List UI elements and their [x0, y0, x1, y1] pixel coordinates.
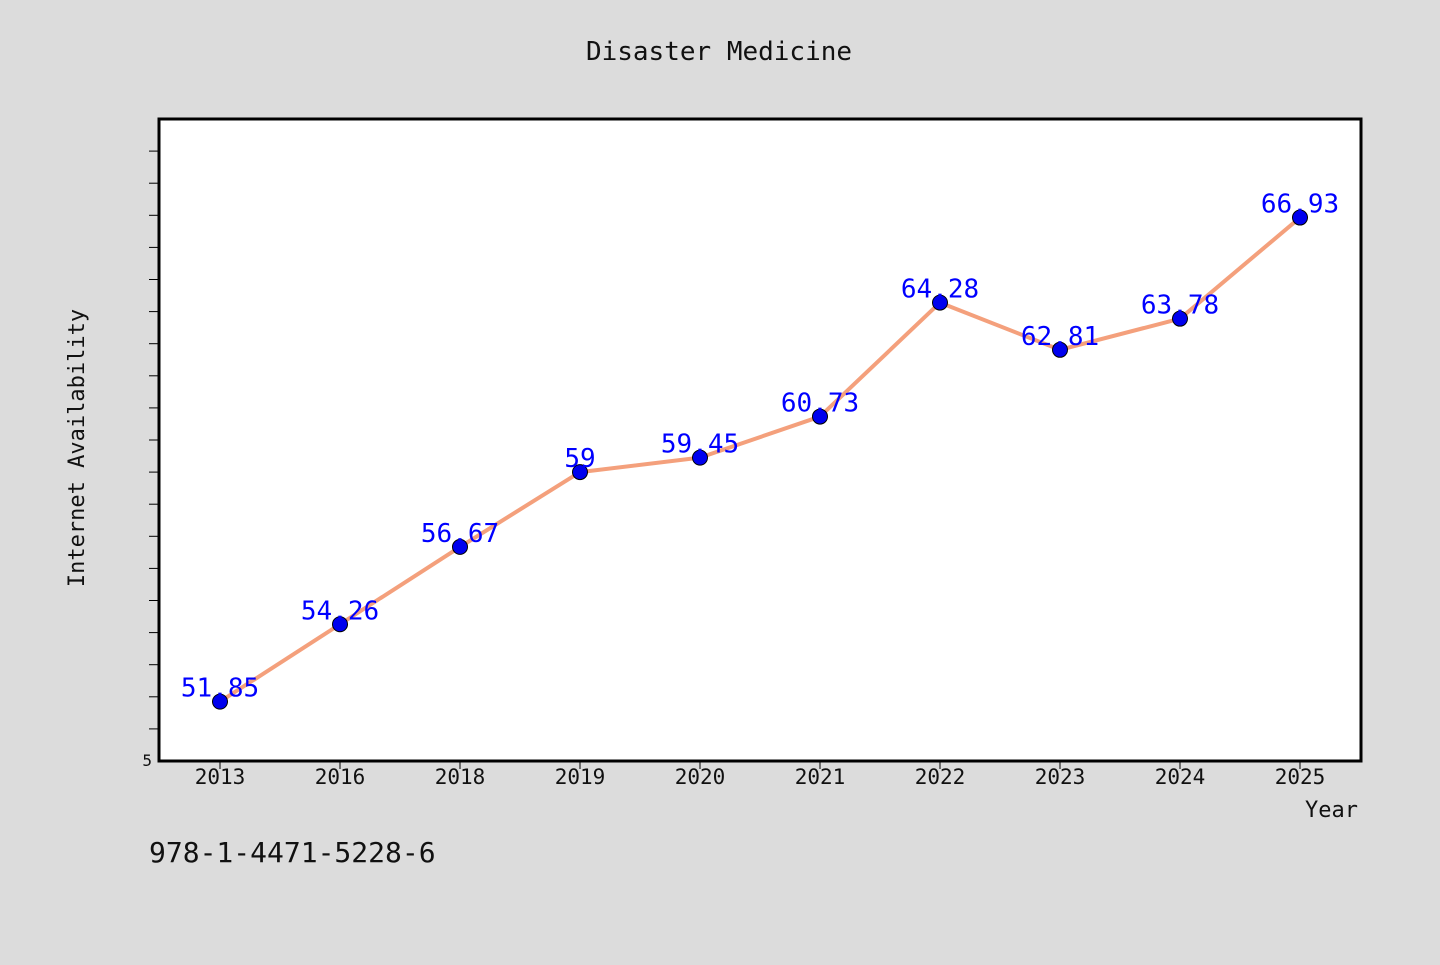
data-point: [212, 693, 228, 710]
data-point: [572, 464, 588, 481]
data-label: 60.73: [781, 389, 859, 419]
data-point: [452, 538, 468, 555]
x-tick-label: 2025: [1275, 765, 1326, 789]
data-label: 59: [564, 444, 595, 474]
data-label: 64.28: [901, 275, 979, 305]
data-label: 54.26: [301, 596, 379, 626]
y-axis-ticks: [149, 150, 159, 730]
data-point: [812, 408, 828, 425]
data-points: [212, 209, 1308, 710]
data-label: 66.93: [1261, 190, 1339, 220]
data-label: 59.45: [661, 430, 739, 460]
x-tick-label: 2018: [435, 765, 486, 789]
data-point: [1172, 310, 1188, 327]
x-tick-label: 2023: [1035, 765, 1086, 789]
data-point: [332, 616, 348, 633]
x-tick-label: 2021: [795, 765, 846, 789]
plot-area: [157, 117, 1363, 763]
x-axis-label: Year: [1305, 798, 1358, 823]
data-point: [692, 449, 708, 466]
y-tick-label: 5: [142, 751, 152, 770]
data-label: 63.78: [1141, 291, 1219, 321]
data-label: 56.67: [421, 519, 499, 549]
x-tick-label: 2013: [195, 765, 246, 789]
data-labels: 51.85 54.26 56.67 59 59.45 60.73 64.28 62.81 63.…: [181, 190, 1339, 704]
footer-text: 978-1-4471-5228-6: [149, 836, 436, 869]
data-point: [1292, 209, 1308, 226]
x-tick-label: 2024: [1155, 765, 1206, 789]
chart-title: Disaster Medicine: [586, 37, 852, 67]
x-tick-label: 2020: [675, 765, 726, 789]
data-label: 62.81: [1021, 322, 1099, 352]
x-tick-label: 2016: [315, 765, 366, 789]
data-point: [1052, 341, 1068, 358]
y-axis-label: Internet Availability: [65, 309, 90, 587]
x-tick-label: 2019: [555, 765, 606, 789]
x-axis-ticks: 2013 2016 2018 2019 2020 2021 2022 2023 2024 2025: [195, 761, 1326, 789]
data-label: 51.85: [181, 674, 259, 704]
x-tick-label: 2022: [915, 765, 966, 789]
series-line: [218, 216, 1302, 704]
data-point: [932, 294, 948, 311]
